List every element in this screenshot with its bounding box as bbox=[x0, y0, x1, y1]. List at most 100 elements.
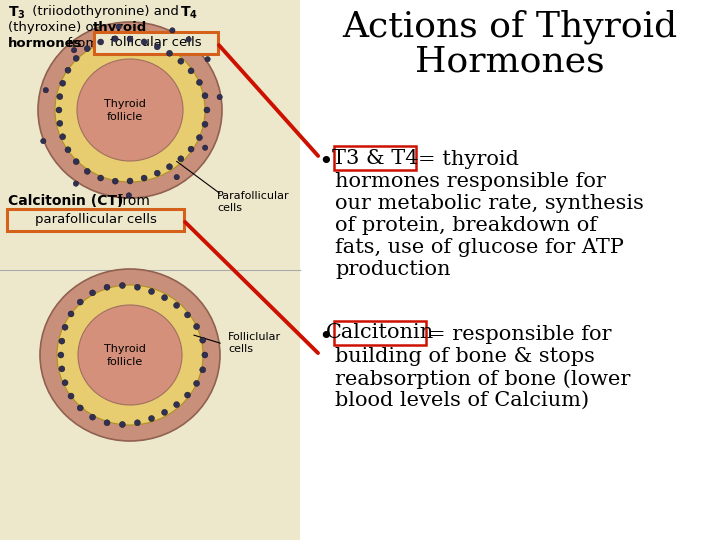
Text: (thyroxine) or: (thyroxine) or bbox=[8, 21, 104, 34]
Ellipse shape bbox=[55, 38, 205, 182]
Text: Calcitonin: Calcitonin bbox=[326, 323, 434, 342]
Text: of protein, breakdown of: of protein, breakdown of bbox=[335, 216, 597, 235]
Circle shape bbox=[65, 68, 71, 73]
Circle shape bbox=[120, 422, 125, 428]
Circle shape bbox=[60, 80, 66, 86]
Text: Parafollicular: Parafollicular bbox=[217, 191, 289, 201]
Circle shape bbox=[57, 93, 63, 99]
Text: Calcitonin (CT): Calcitonin (CT) bbox=[8, 194, 123, 208]
Circle shape bbox=[84, 168, 90, 174]
Text: from: from bbox=[113, 194, 150, 208]
Circle shape bbox=[40, 138, 46, 144]
Text: follicle: follicle bbox=[107, 357, 143, 367]
Text: •: • bbox=[318, 150, 333, 174]
Text: Thyroid: Thyroid bbox=[104, 99, 146, 109]
Circle shape bbox=[112, 36, 118, 42]
Circle shape bbox=[166, 50, 173, 56]
Circle shape bbox=[127, 178, 133, 184]
FancyBboxPatch shape bbox=[94, 32, 218, 54]
Circle shape bbox=[89, 414, 96, 420]
Circle shape bbox=[71, 48, 77, 53]
Circle shape bbox=[174, 174, 179, 180]
Text: cells: cells bbox=[228, 344, 253, 354]
Circle shape bbox=[77, 405, 84, 411]
Circle shape bbox=[59, 366, 65, 372]
Text: •: • bbox=[318, 325, 333, 349]
Circle shape bbox=[116, 24, 122, 29]
Circle shape bbox=[194, 380, 199, 387]
Text: hormones: hormones bbox=[8, 37, 83, 50]
Ellipse shape bbox=[57, 285, 203, 425]
Text: Folliclular: Folliclular bbox=[228, 332, 281, 342]
Text: Hormones: Hormones bbox=[415, 45, 605, 79]
Text: $\mathbf{T_3}$: $\mathbf{T_3}$ bbox=[8, 5, 26, 22]
Circle shape bbox=[197, 134, 202, 140]
Text: T3 & T4: T3 & T4 bbox=[332, 148, 418, 167]
Text: from: from bbox=[63, 37, 98, 50]
Ellipse shape bbox=[78, 305, 182, 405]
Circle shape bbox=[148, 415, 155, 422]
Circle shape bbox=[202, 93, 208, 99]
Circle shape bbox=[166, 164, 173, 170]
Circle shape bbox=[135, 420, 140, 426]
Circle shape bbox=[43, 87, 48, 93]
Circle shape bbox=[170, 28, 175, 33]
Circle shape bbox=[127, 36, 133, 42]
Circle shape bbox=[84, 46, 90, 52]
Circle shape bbox=[62, 380, 68, 386]
Circle shape bbox=[58, 352, 64, 358]
Circle shape bbox=[161, 409, 168, 415]
Text: thyroid: thyroid bbox=[93, 21, 148, 34]
Circle shape bbox=[178, 156, 184, 162]
Circle shape bbox=[126, 193, 132, 198]
Circle shape bbox=[73, 181, 78, 186]
FancyBboxPatch shape bbox=[334, 146, 416, 170]
Circle shape bbox=[77, 299, 84, 305]
Circle shape bbox=[98, 39, 104, 45]
Circle shape bbox=[161, 295, 168, 301]
Text: Thyroid: Thyroid bbox=[104, 344, 146, 354]
Circle shape bbox=[141, 39, 147, 45]
Text: = thyroid: = thyroid bbox=[418, 150, 519, 169]
Bar bbox=[0, 0, 300, 540]
Circle shape bbox=[202, 122, 208, 127]
Circle shape bbox=[154, 44, 161, 50]
Circle shape bbox=[112, 178, 118, 184]
Text: hormones responsible for: hormones responsible for bbox=[335, 172, 606, 191]
Circle shape bbox=[65, 147, 71, 153]
Circle shape bbox=[68, 311, 74, 317]
Text: follicular cells: follicular cells bbox=[110, 37, 202, 50]
Circle shape bbox=[57, 120, 63, 126]
Circle shape bbox=[62, 325, 68, 330]
Circle shape bbox=[104, 420, 110, 426]
Circle shape bbox=[98, 175, 104, 181]
Circle shape bbox=[205, 57, 210, 62]
Circle shape bbox=[188, 68, 194, 74]
Circle shape bbox=[73, 56, 79, 62]
Circle shape bbox=[120, 282, 125, 288]
Text: reabsorption of bone (lower: reabsorption of bone (lower bbox=[335, 369, 631, 389]
Text: blood levels of Calcium): blood levels of Calcium) bbox=[335, 391, 589, 410]
Text: our metabolic rate, synthesis: our metabolic rate, synthesis bbox=[335, 194, 644, 213]
Circle shape bbox=[104, 284, 110, 291]
Ellipse shape bbox=[40, 269, 220, 441]
Circle shape bbox=[186, 37, 192, 42]
FancyBboxPatch shape bbox=[334, 321, 426, 345]
Circle shape bbox=[73, 159, 79, 165]
Circle shape bbox=[59, 338, 65, 344]
Circle shape bbox=[60, 134, 66, 140]
Ellipse shape bbox=[77, 59, 183, 161]
Text: fats, use of glucose for ATP: fats, use of glucose for ATP bbox=[335, 238, 624, 257]
Text: $\mathbf{T_4}$: $\mathbf{T_4}$ bbox=[180, 5, 198, 22]
Circle shape bbox=[197, 79, 202, 85]
Circle shape bbox=[202, 352, 208, 358]
Circle shape bbox=[68, 393, 74, 399]
Circle shape bbox=[199, 367, 206, 373]
Circle shape bbox=[148, 288, 155, 294]
Text: production: production bbox=[335, 260, 451, 279]
Circle shape bbox=[217, 94, 222, 100]
Text: = responsible for: = responsible for bbox=[428, 325, 611, 344]
Ellipse shape bbox=[38, 22, 222, 198]
Circle shape bbox=[174, 302, 179, 308]
Circle shape bbox=[204, 107, 210, 113]
